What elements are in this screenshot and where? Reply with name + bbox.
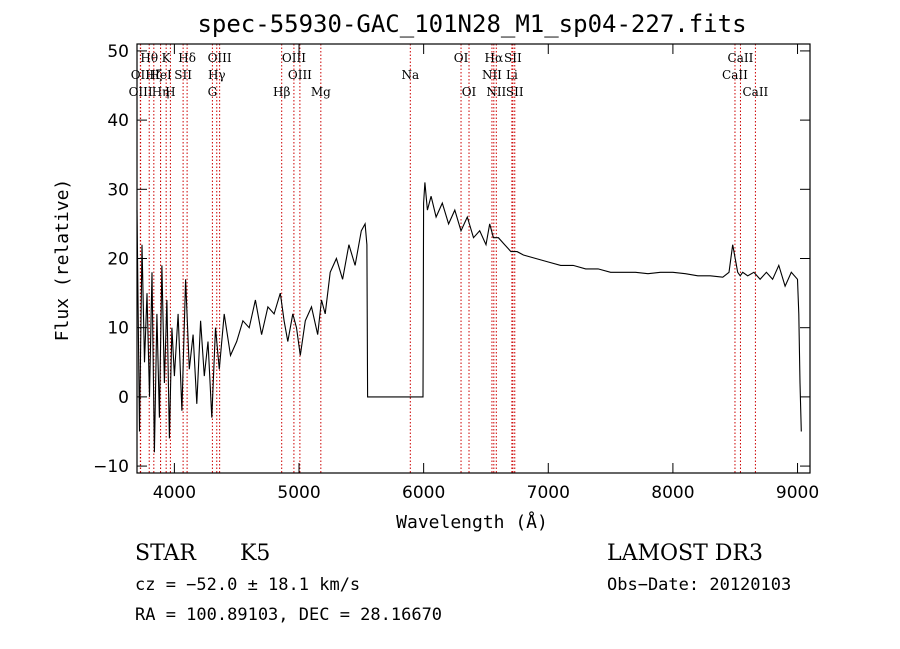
y-tick-label: 0 [118,388,129,408]
plot-frame [136,43,811,474]
y-tick-label: 30 [107,180,129,200]
line-label: SII [506,85,524,99]
flux-trace [136,182,802,453]
x-tick-label: 7000 [527,483,570,503]
x-axis-label: Wavelength (Å) [396,511,548,533]
x-tick-label: 4000 [153,483,196,503]
line-label: Hη [152,85,170,99]
line-label: Hζ [145,68,162,82]
line-label: Hγ [208,68,226,82]
line-label: Hθ [140,51,158,65]
y-axis-label: Flux (relative) [52,179,73,342]
line-label: NII [482,68,502,82]
line-label: Hα [485,51,504,65]
line-label: OI [462,85,477,99]
y-tick-label: 20 [107,250,129,270]
y-tick-label: 40 [107,111,129,131]
line-label: Mg [311,85,331,99]
line-label: CaII [728,51,754,65]
survey-name: LAMOST DR3 [607,541,763,566]
object-class: STAR [135,541,197,566]
line-label: OIII [282,51,306,65]
line-label: Hδ [178,51,196,65]
line-label: CaII [722,68,748,82]
line-label: SII [504,51,522,65]
emission-line-markers [139,44,756,473]
y-axis: −10 0 10 20 30 40 50 [93,42,810,477]
x-axis: 4000 5000 6000 7000 8000 9000 [153,44,819,503]
object-subclass: K5 [240,541,270,566]
line-label: OIII [288,68,312,82]
x-tick-label: 9000 [776,483,819,503]
line-label: OII [131,68,151,82]
line-label: K [162,51,172,65]
redshift-info: cz = −52.0 ± 18.1 km/s [135,575,360,595]
line-label: Na [401,68,419,82]
line-label: Hβ [273,85,290,99]
y-tick-label: 50 [107,42,129,62]
y-tick-label: 10 [107,319,129,339]
line-label: HeI [149,68,172,82]
line-label: OIII [208,51,232,65]
x-tick-label: 8000 [651,483,694,503]
y-tick-label: −10 [93,457,129,477]
line-label: G [208,85,218,99]
line-label: CaII [742,85,768,99]
x-tick-label: 5000 [277,483,320,503]
x-tick-label: 6000 [402,483,445,503]
observation-date: Obs−Date: 20120103 [607,575,791,595]
chart-title: spec-55930-GAC_101N28_M1_sp04-227.fits [197,10,746,38]
coordinates: RA = 100.89103, DEC = 28.16670 [135,605,442,625]
line-label: Li [506,68,518,82]
line-label: H [165,85,175,99]
line-label: OIII [129,85,153,99]
line-label: SII [174,68,192,82]
line-label: OI [454,51,469,65]
line-label: NII [486,85,506,99]
